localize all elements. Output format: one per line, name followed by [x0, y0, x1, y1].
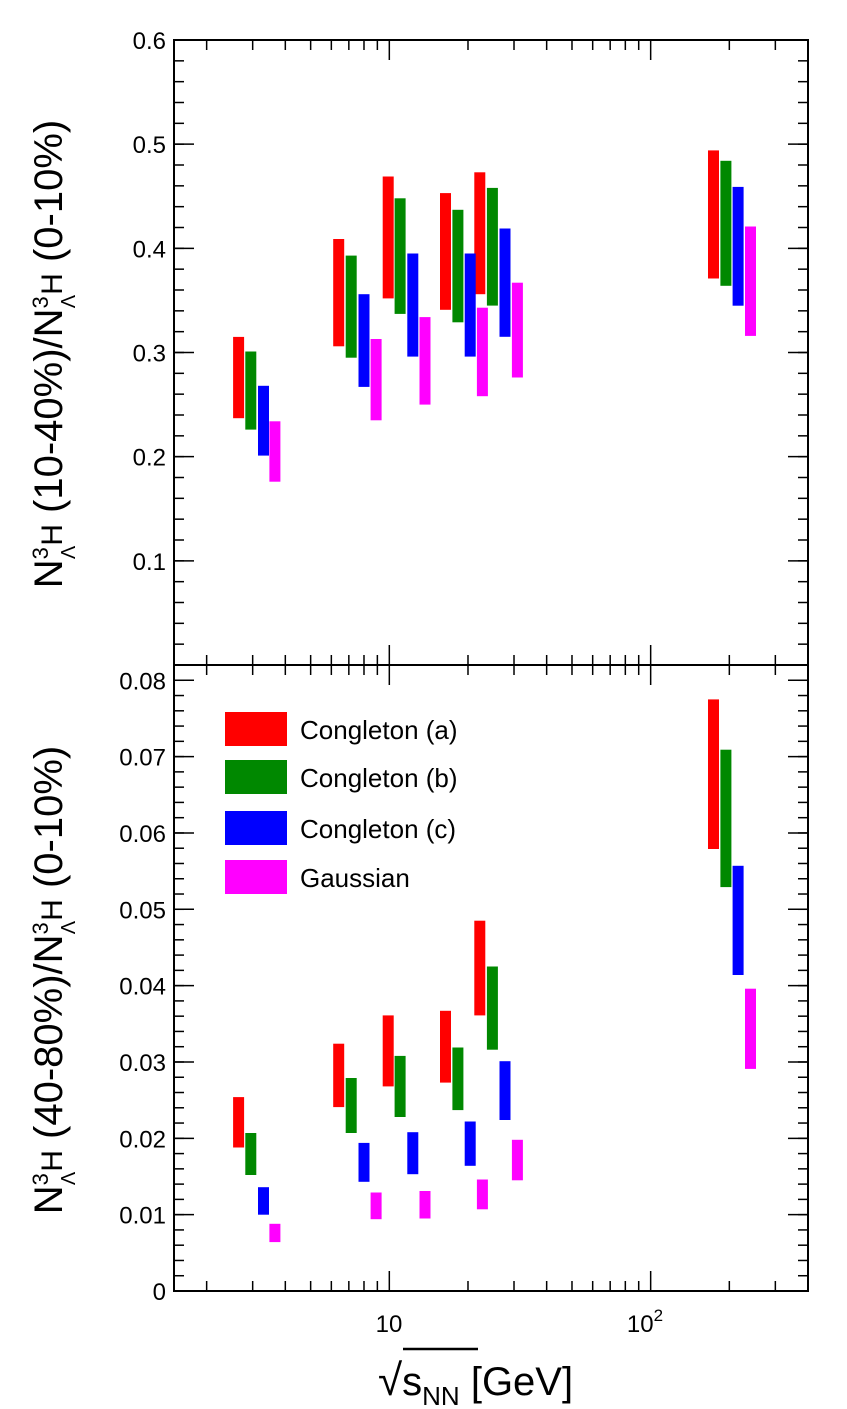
- top-band-congleton-a: [708, 150, 719, 279]
- bottom-band-congleton-b: [394, 1055, 406, 1117]
- y-tick-label: 0.03: [119, 1050, 166, 1077]
- y-tick-label: 0.07: [119, 745, 166, 772]
- bottom-band-congleton-c: [464, 1121, 476, 1166]
- legend-swatch-congleton-a: [225, 712, 287, 746]
- y-tick-label: 0.5: [133, 132, 166, 159]
- bottom-y-tick-labels: 0 0.01 0.02 0.03 0.04 0.05 0.06 0.07 0.08: [119, 668, 166, 1306]
- top-band-gaussian: [511, 282, 523, 378]
- y-tick-label: 0: [153, 1279, 166, 1306]
- top-band-congleton-c: [258, 385, 269, 456]
- bottom-band-gaussian: [745, 988, 756, 1069]
- top-band-gaussian: [269, 421, 281, 482]
- top-axis-ticks: [174, 39, 809, 665]
- bottom-band-gaussian: [511, 1139, 523, 1181]
- bottom-band-gaussian: [476, 1179, 488, 1210]
- bottom-panel-bands: [233, 699, 756, 1243]
- bottom-y-axis-title: N3 ΛH (40-80%)/N3 ΛH (0-10%): [27, 746, 80, 1214]
- x-tick-label-100: 102: [627, 1306, 663, 1338]
- top-band-congleton-a: [233, 336, 245, 419]
- legend-entry-congleton-c: Congleton (c): [225, 811, 456, 845]
- x-axis-title-text: √sNN [GeV]: [378, 1356, 573, 1409]
- legend-swatch-congleton-c: [225, 811, 287, 845]
- bottom-band-congleton-c: [499, 1061, 511, 1120]
- y-tick-label: 0.04: [119, 974, 166, 1001]
- bottom-band-gaussian: [269, 1223, 281, 1243]
- bottom-band-congleton-a: [382, 1015, 394, 1087]
- bottom-axis-ticks: [174, 665, 809, 1292]
- top-band-congleton-b: [452, 209, 464, 323]
- legend-label-congleton-b: Congleton (b): [300, 763, 458, 793]
- bottom-band-congleton-b: [345, 1078, 357, 1133]
- y-tick-label: 0.02: [119, 1126, 166, 1153]
- top-band-congleton-b: [345, 255, 357, 358]
- bottom-band-congleton-b: [486, 966, 498, 1050]
- x-axis-title: √sNN [GeV]: [378, 1347, 573, 1409]
- top-band-congleton-c: [464, 253, 476, 357]
- bottom-band-congleton-a: [233, 1097, 245, 1148]
- bottom-band-congleton-a: [708, 699, 719, 849]
- y-tick-label: 0.06: [119, 821, 166, 848]
- y-tick-label: 0.3: [133, 341, 166, 368]
- y-tick-label: 0.4: [133, 236, 166, 263]
- legend-entry-congleton-a: Congleton (a): [225, 712, 458, 746]
- bottom-band-congleton-a: [474, 920, 486, 1016]
- top-band-gaussian: [745, 226, 756, 336]
- legend-swatch-congleton-b: [225, 760, 287, 794]
- top-band-congleton-a: [474, 172, 486, 295]
- top-band-congleton-b: [245, 351, 257, 430]
- top-band-congleton-a: [440, 193, 451, 310]
- top-panel-bands: [233, 150, 756, 482]
- bottom-panel-frame: [173, 664, 809, 1292]
- bottom-band-congleton-c: [407, 1132, 419, 1175]
- y-tick-label: 0.6: [133, 28, 166, 55]
- top-band-congleton-c: [499, 228, 511, 337]
- y-tick-label: 0.1: [133, 549, 166, 576]
- top-band-congleton-c: [358, 294, 370, 387]
- bottom-band-congleton-b: [452, 1047, 464, 1111]
- y-tick-label: 0.05: [119, 897, 166, 924]
- top-band-congleton-a: [382, 176, 394, 299]
- bottom-band-congleton-c: [732, 865, 744, 975]
- top-panel-frame: [173, 39, 809, 666]
- bottom-band-gaussian: [419, 1191, 431, 1219]
- bottom-band-gaussian: [370, 1192, 382, 1220]
- bottom-band-congleton-c: [358, 1142, 370, 1182]
- top-band-congleton-c: [732, 186, 744, 306]
- legend-label-gaussian: Gaussian: [300, 863, 410, 893]
- x-tick-label-10: 10: [376, 1311, 403, 1338]
- legend-label-congleton-a: Congleton (a): [300, 715, 458, 745]
- legend-entry-congleton-b: Congleton (b): [225, 760, 458, 794]
- top-band-gaussian: [476, 307, 488, 397]
- top-band-congleton-b: [486, 187, 498, 306]
- legend: Congleton (a) Congleton (b) Congleton (c…: [225, 712, 458, 894]
- bottom-band-congleton-b: [245, 1133, 257, 1175]
- top-band-gaussian: [370, 339, 382, 421]
- top-y-tick-labels: 0.1 0.2 0.3 0.4 0.5 0.6: [133, 28, 166, 576]
- y-tick-label: 0.08: [119, 668, 166, 695]
- bottom-band-congleton-b: [720, 749, 732, 888]
- bottom-band-congleton-c: [258, 1187, 269, 1215]
- top-band-gaussian: [419, 317, 431, 405]
- top-band-congleton-c: [407, 253, 419, 357]
- legend-swatch-gaussian: [225, 860, 287, 894]
- top-band-congleton-a: [333, 239, 345, 347]
- bottom-band-congleton-a: [333, 1043, 345, 1108]
- legend-entry-gaussian: Gaussian: [225, 860, 410, 894]
- y-tick-label: 0.01: [119, 1203, 166, 1230]
- top-band-congleton-b: [394, 198, 406, 314]
- y-tick-label: 0.2: [133, 445, 166, 472]
- legend-label-congleton-c: Congleton (c): [300, 814, 456, 844]
- bottom-band-congleton-a: [440, 1010, 451, 1083]
- top-band-congleton-b: [720, 160, 732, 286]
- top-y-axis-title: N3 ΛH (10-40%)/N3 ΛH (0-10%): [27, 120, 80, 588]
